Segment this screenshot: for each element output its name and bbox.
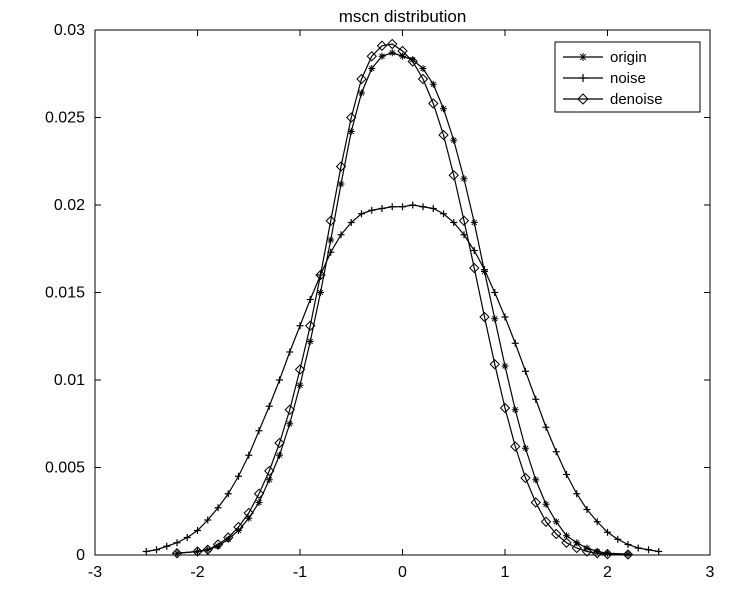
xtick-label: 1	[501, 564, 510, 581]
xtick-label: -2	[190, 564, 204, 581]
chart-container: -3 -2 -1 0 1 2 3 0 0.005 0.01 0.015 0.02 0.025 0.03 ms…	[0, 0, 748, 600]
xtick-label: -1	[293, 564, 307, 581]
chart-title: mscn distribution	[339, 7, 467, 26]
legend-label: origin	[610, 49, 647, 66]
ytick-label: 0.01	[54, 372, 85, 389]
ytick-label: 0	[76, 547, 85, 564]
legend-label: denoise	[610, 91, 663, 108]
xtick-label: 0	[398, 564, 407, 581]
xtick-label: 2	[603, 564, 612, 581]
series-origin	[177, 53, 628, 554]
ytick-label: 0.025	[45, 110, 85, 127]
series-noise	[146, 205, 659, 552]
series-denoise	[177, 44, 628, 554]
ytick-label: 0.015	[45, 285, 85, 302]
legend-label: noise	[610, 70, 646, 87]
ytick-label: 0.03	[54, 22, 85, 39]
ytick-label: 0.005	[45, 460, 85, 477]
xtick-label: -3	[88, 564, 102, 581]
xtick-label: 3	[706, 564, 715, 581]
ytick-label: 0.02	[54, 197, 85, 214]
chart-svg: -3 -2 -1 0 1 2 3 0 0.005 0.01 0.015 0.02 0.025 0.03 ms…	[0, 0, 748, 600]
